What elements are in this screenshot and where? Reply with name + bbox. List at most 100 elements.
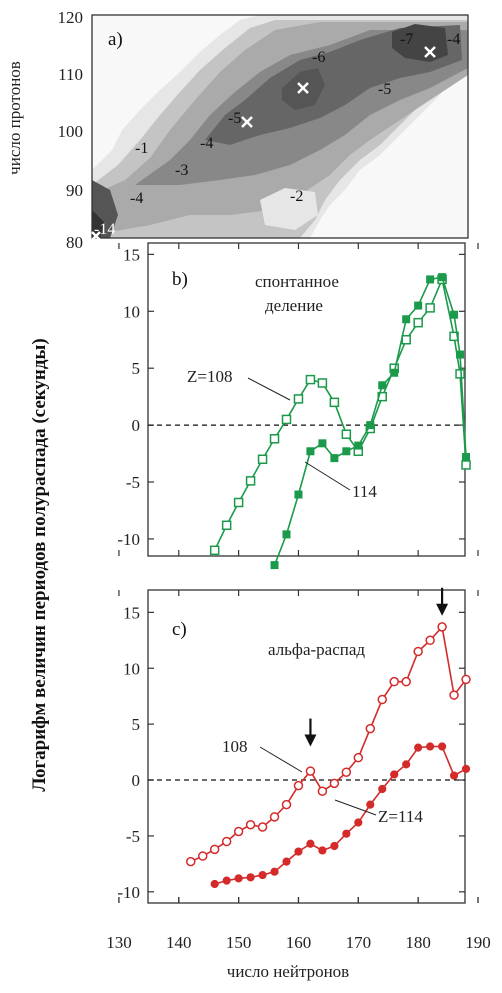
x-tick-label: 160 [286, 933, 312, 952]
data-point [377, 694, 387, 705]
data-point [414, 743, 423, 752]
y-tick-label: 5 [132, 359, 141, 378]
panel-a-label: a) [108, 29, 123, 50]
series-label-leader [334, 799, 377, 816]
heatmap-corner-darkest [92, 210, 104, 238]
data-point [365, 723, 376, 734]
data-point [257, 822, 268, 832]
panel-b-label: b) [172, 269, 188, 290]
x-tick-label: 130 [106, 933, 132, 952]
data-point [294, 490, 303, 499]
arrow-head [436, 603, 449, 616]
data-point [389, 676, 399, 687]
contour-label: -1 [135, 140, 148, 157]
y-tick-label: -10 [117, 530, 140, 549]
data-point [210, 879, 219, 889]
data-point [233, 826, 244, 837]
data-point [305, 766, 316, 776]
y-tick-label: 10 [123, 659, 140, 678]
panel-b-series [209, 273, 471, 570]
x-axis: 130 140 150 160 170 180 190 [106, 897, 491, 952]
data-point [353, 752, 364, 763]
data-point [221, 520, 232, 531]
data-point [293, 780, 304, 791]
panel-b-frame [147, 242, 466, 557]
tick-label: 110 [58, 65, 83, 84]
x-tick-label: 150 [226, 933, 252, 952]
data-point [245, 476, 256, 486]
data-point [401, 676, 411, 687]
y-tick-label: 10 [123, 302, 140, 321]
tick-label: 120 [58, 8, 84, 27]
panel-b-title-line1: спонтанное [255, 272, 339, 291]
x-tick-label: 170 [346, 933, 372, 952]
series-line [273, 276, 467, 566]
data-point [413, 646, 423, 657]
panel-c-label: c) [172, 619, 187, 640]
data-point [197, 851, 208, 861]
data-point [426, 742, 435, 751]
data-point [461, 764, 471, 773]
data-point [342, 447, 351, 456]
series-label-108: 108 [222, 737, 248, 756]
data-point [449, 690, 459, 700]
data-point [390, 368, 399, 377]
data-point [294, 847, 303, 856]
y-tick-label: 0 [132, 771, 141, 790]
x-axis-label: число нейтронов [227, 962, 349, 981]
panel-a-heatmap: число протонов 80 90 100 110 120 a) -7 -… [5, 8, 469, 252]
data-point [378, 784, 387, 794]
data-point [209, 844, 220, 855]
data-point [378, 381, 387, 390]
contour-label: -5 [378, 81, 391, 98]
data-point [186, 856, 196, 867]
contour-label: -5 [228, 110, 241, 127]
tick-label: 90 [66, 181, 83, 200]
data-point [281, 414, 292, 425]
x-marker [241, 116, 253, 128]
data-point [402, 315, 411, 324]
contour-label: -6 [312, 49, 325, 66]
data-point [390, 770, 399, 779]
x-marker [424, 46, 436, 58]
y-tick-label: 0 [132, 416, 141, 435]
panel-c-title: альфа-распад [268, 640, 365, 659]
contour-label: -4 [447, 31, 460, 48]
x-marker [91, 231, 101, 241]
contour-label: -7 [400, 31, 413, 48]
series-label-leader [304, 461, 351, 491]
data-point [341, 429, 352, 439]
data-point [366, 421, 375, 430]
series-label-z108: Z=108 [187, 367, 232, 386]
data-point [449, 771, 459, 780]
panel-c-series [186, 622, 471, 889]
panel-b-y-ticks: 15 10 5 0 -5 -10 [117, 243, 479, 556]
contour-labels: -7 -4 -6 -5 -5 -4 -1 -3 -4 -2 -14 [94, 31, 460, 238]
panel-a-y-axis-label: число протонов [5, 61, 24, 175]
data-point [401, 334, 411, 345]
data-point [282, 530, 291, 539]
data-point [461, 460, 471, 470]
data-point [426, 275, 435, 284]
data-point [438, 273, 447, 282]
panel-c-chart: 15 10 5 0 -5 -10 c) альфа-распад 108 Z=114 [117, 587, 479, 904]
y-tick-label: 15 [123, 245, 140, 264]
data-point [462, 452, 471, 461]
data-point [245, 820, 256, 830]
data-point [234, 874, 243, 883]
shared-y-axis-label: Логарифм величин периодов полураспада (с… [29, 338, 50, 791]
tick-label: 80 [66, 233, 83, 252]
data-point [414, 301, 423, 310]
panel-a-y-ticks: 80 90 100 110 120 [58, 8, 84, 252]
y-tick-label: -5 [126, 827, 140, 846]
y-tick-label: -10 [117, 883, 140, 902]
data-point [425, 635, 435, 646]
series-label-114: 114 [352, 482, 377, 501]
y-tick-label: -5 [126, 473, 140, 492]
data-point [330, 841, 339, 851]
data-point [258, 870, 267, 880]
data-point [269, 812, 280, 822]
data-point [354, 818, 363, 827]
data-point [282, 857, 291, 866]
